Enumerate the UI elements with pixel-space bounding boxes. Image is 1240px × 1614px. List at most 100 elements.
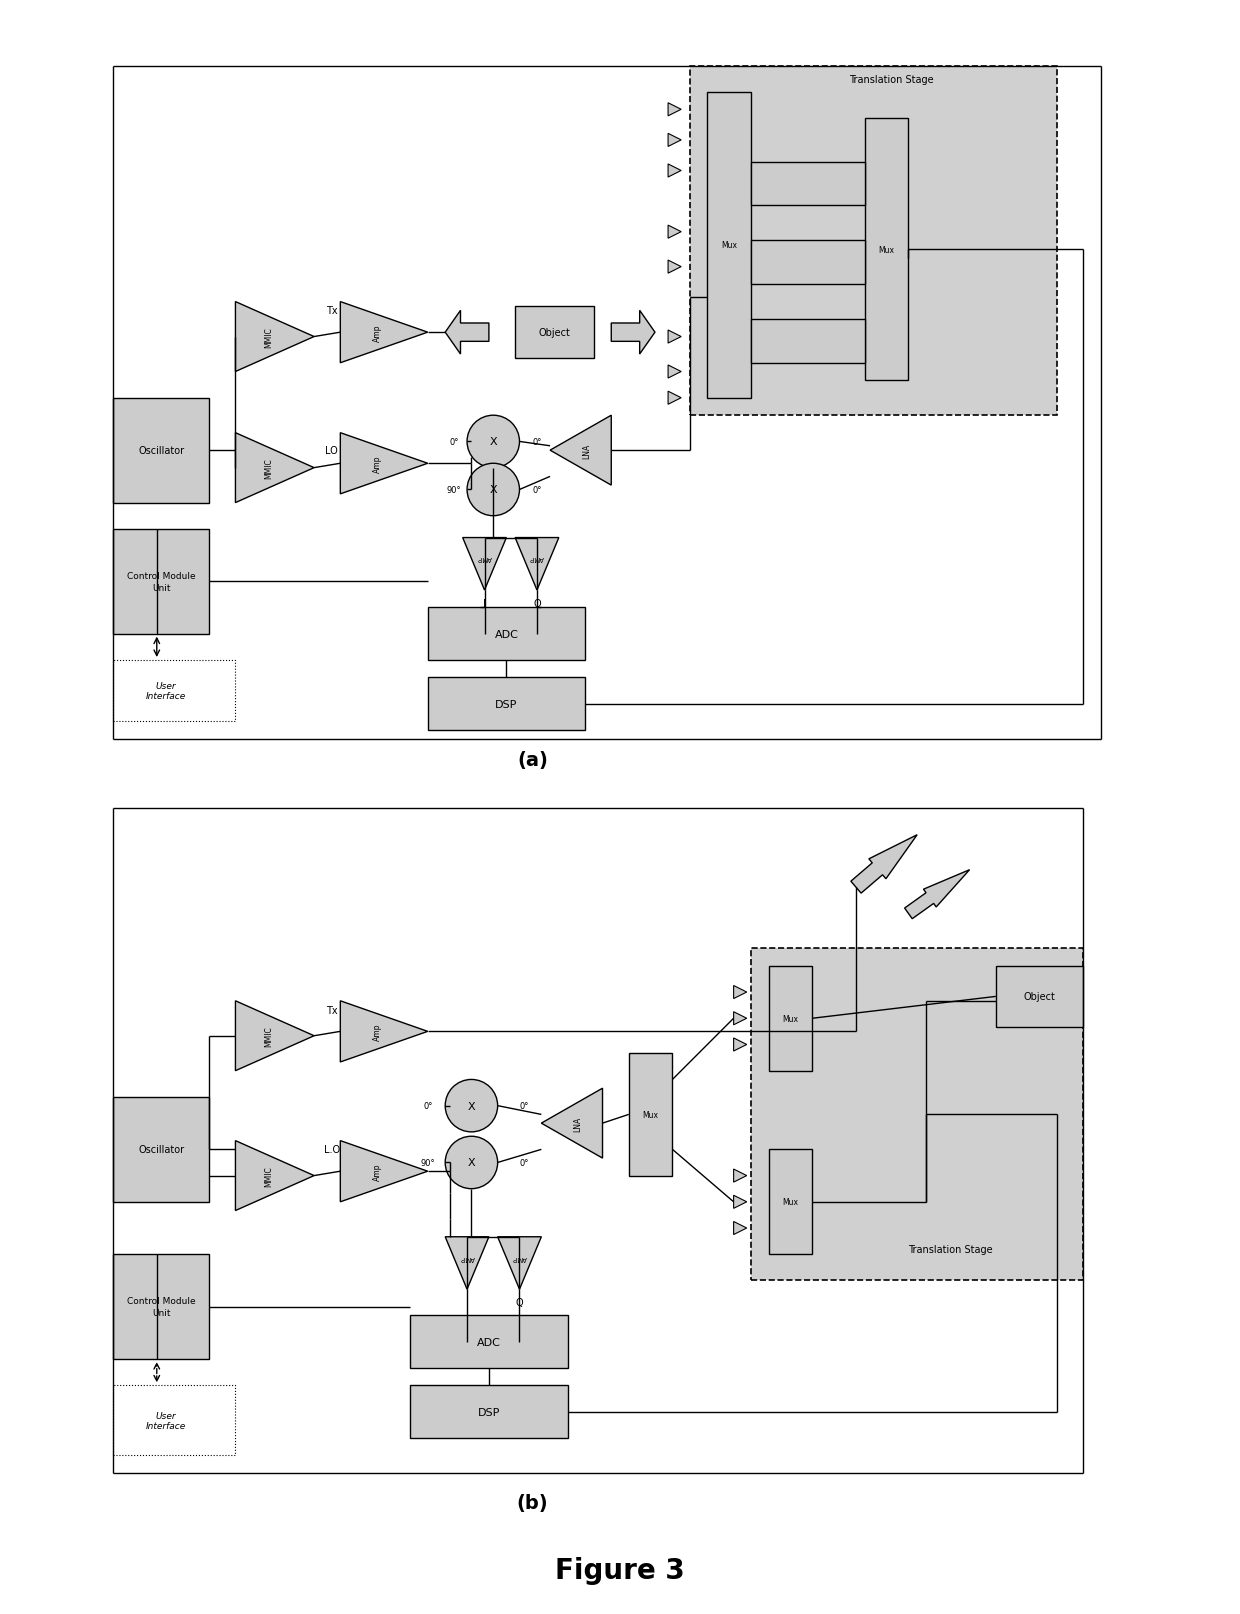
Text: I: I — [465, 1298, 469, 1307]
Text: LO: LO — [325, 445, 339, 455]
Text: Amp: Amp — [372, 324, 382, 342]
Text: LNA: LNA — [583, 444, 591, 458]
Text: DSP: DSP — [495, 699, 517, 709]
Text: Unit: Unit — [151, 584, 170, 592]
Bar — [707, 92, 751, 399]
Polygon shape — [445, 1236, 489, 1290]
Polygon shape — [236, 1001, 314, 1072]
Bar — [769, 1149, 812, 1254]
Text: Q: Q — [533, 599, 541, 608]
Polygon shape — [551, 416, 611, 486]
Bar — [113, 1098, 210, 1202]
Circle shape — [467, 463, 520, 516]
Circle shape — [445, 1080, 497, 1131]
Text: Translation Stage: Translation Stage — [908, 1244, 993, 1254]
Polygon shape — [668, 103, 681, 116]
Text: X: X — [490, 486, 497, 495]
Text: 0°: 0° — [423, 1101, 433, 1110]
Text: MMIC: MMIC — [264, 328, 273, 347]
Bar — [428, 678, 585, 731]
Text: Mux: Mux — [722, 240, 738, 250]
Text: Amp: Amp — [372, 1162, 382, 1180]
Text: Amp: Amp — [372, 455, 382, 473]
Polygon shape — [734, 1169, 746, 1183]
Polygon shape — [734, 1222, 746, 1235]
Polygon shape — [668, 226, 681, 239]
Text: AMP: AMP — [512, 1254, 527, 1261]
Polygon shape — [734, 986, 746, 999]
Polygon shape — [668, 134, 681, 147]
Text: X: X — [467, 1157, 475, 1169]
Text: I: I — [484, 599, 486, 608]
Text: Unit: Unit — [151, 1309, 170, 1317]
Polygon shape — [734, 1196, 746, 1209]
Polygon shape — [668, 366, 681, 379]
Text: Amp: Amp — [372, 1023, 382, 1041]
Text: L.O: L.O — [324, 1144, 340, 1154]
Bar — [113, 1385, 236, 1456]
Polygon shape — [905, 870, 970, 918]
Text: Translation Stage: Translation Stage — [849, 76, 934, 86]
Text: Object: Object — [1023, 991, 1055, 1002]
Text: Object: Object — [538, 328, 570, 337]
Text: MMIC: MMIC — [264, 1027, 273, 1046]
Text: 0°: 0° — [520, 1101, 528, 1110]
Bar — [629, 1054, 672, 1177]
Text: User
Interface: User Interface — [145, 1411, 186, 1430]
Text: Figure 3: Figure 3 — [556, 1556, 684, 1585]
Polygon shape — [734, 1012, 746, 1025]
Text: User
Interface: User Interface — [145, 681, 186, 700]
Bar — [113, 660, 236, 721]
Polygon shape — [340, 1001, 428, 1062]
Text: X: X — [467, 1101, 475, 1110]
Text: 0°: 0° — [532, 437, 542, 447]
Polygon shape — [851, 834, 918, 894]
Polygon shape — [445, 312, 489, 355]
Bar — [751, 240, 864, 286]
Polygon shape — [668, 261, 681, 274]
Text: Mux: Mux — [642, 1110, 658, 1119]
Text: Oscillator: Oscillator — [138, 445, 185, 455]
Bar — [113, 1254, 210, 1359]
Text: Tx: Tx — [326, 1006, 337, 1015]
Text: (b): (b) — [517, 1493, 548, 1512]
Text: Control Module: Control Module — [126, 571, 196, 579]
Polygon shape — [611, 312, 655, 355]
Bar — [751, 320, 864, 363]
Bar — [864, 119, 909, 381]
Bar — [410, 1385, 568, 1438]
Text: AMP: AMP — [529, 555, 544, 562]
Text: X: X — [490, 437, 497, 447]
Polygon shape — [668, 392, 681, 405]
Circle shape — [467, 416, 520, 468]
Bar — [113, 399, 210, 504]
Bar — [515, 307, 594, 360]
Text: 90°: 90° — [420, 1159, 435, 1167]
Polygon shape — [236, 302, 314, 373]
Bar — [751, 949, 1084, 1280]
Text: Oscillator: Oscillator — [138, 1144, 185, 1154]
Bar — [769, 967, 812, 1072]
Polygon shape — [340, 302, 428, 363]
Text: ADC: ADC — [477, 1336, 501, 1346]
Bar — [689, 66, 1056, 416]
Bar — [428, 608, 585, 660]
Text: MMIC: MMIC — [264, 458, 273, 479]
Bar — [113, 529, 210, 634]
Text: Q: Q — [516, 1298, 523, 1307]
Bar — [996, 967, 1084, 1028]
Polygon shape — [668, 331, 681, 344]
Text: 0°: 0° — [449, 437, 459, 447]
Text: LNA: LNA — [574, 1115, 583, 1131]
Text: (a): (a) — [517, 751, 548, 770]
Polygon shape — [497, 1236, 542, 1290]
Text: ADC: ADC — [495, 629, 518, 639]
Text: Control Module: Control Module — [126, 1296, 196, 1306]
Text: AMP: AMP — [477, 555, 492, 562]
Polygon shape — [340, 1141, 428, 1202]
Text: 90°: 90° — [446, 486, 461, 494]
Polygon shape — [340, 434, 428, 494]
Text: AMP: AMP — [460, 1254, 475, 1261]
Text: MMIC: MMIC — [264, 1165, 273, 1186]
Polygon shape — [236, 434, 314, 504]
